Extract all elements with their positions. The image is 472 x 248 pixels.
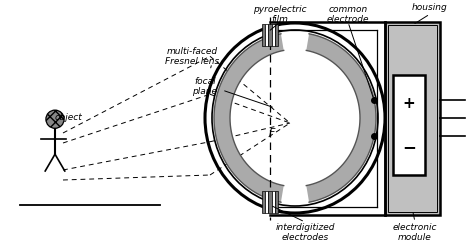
Text: housing: housing <box>412 3 448 12</box>
Bar <box>262 191 265 213</box>
Bar <box>388 25 437 212</box>
Text: F: F <box>269 128 275 138</box>
Text: +: + <box>403 95 415 111</box>
Bar <box>393 75 425 175</box>
Text: object: object <box>54 114 82 123</box>
Bar <box>271 191 275 213</box>
Bar <box>262 24 265 46</box>
Bar <box>271 24 275 46</box>
Text: interdigitized: interdigitized <box>275 223 335 233</box>
Text: −: − <box>402 138 416 156</box>
Text: Fresnel lens: Fresnel lens <box>165 57 219 65</box>
Bar <box>269 191 271 213</box>
Polygon shape <box>306 34 376 202</box>
Text: multi-faced: multi-faced <box>167 48 218 57</box>
Bar <box>265 191 269 213</box>
Text: module: module <box>398 233 432 242</box>
Polygon shape <box>214 34 284 202</box>
Text: focal: focal <box>194 77 216 87</box>
Bar <box>265 24 269 46</box>
Text: electrode: electrode <box>327 14 369 24</box>
Ellipse shape <box>212 30 378 206</box>
Text: pyroelectric: pyroelectric <box>253 5 307 14</box>
Circle shape <box>46 110 64 128</box>
Text: electronic: electronic <box>393 223 437 233</box>
Bar <box>269 24 271 46</box>
Bar <box>275 191 278 213</box>
Text: common: common <box>329 5 368 14</box>
Text: electrodes: electrodes <box>281 233 329 242</box>
Text: plane: plane <box>193 87 218 95</box>
Bar <box>275 24 278 46</box>
Bar <box>385 22 440 215</box>
Text: film: film <box>271 14 288 24</box>
